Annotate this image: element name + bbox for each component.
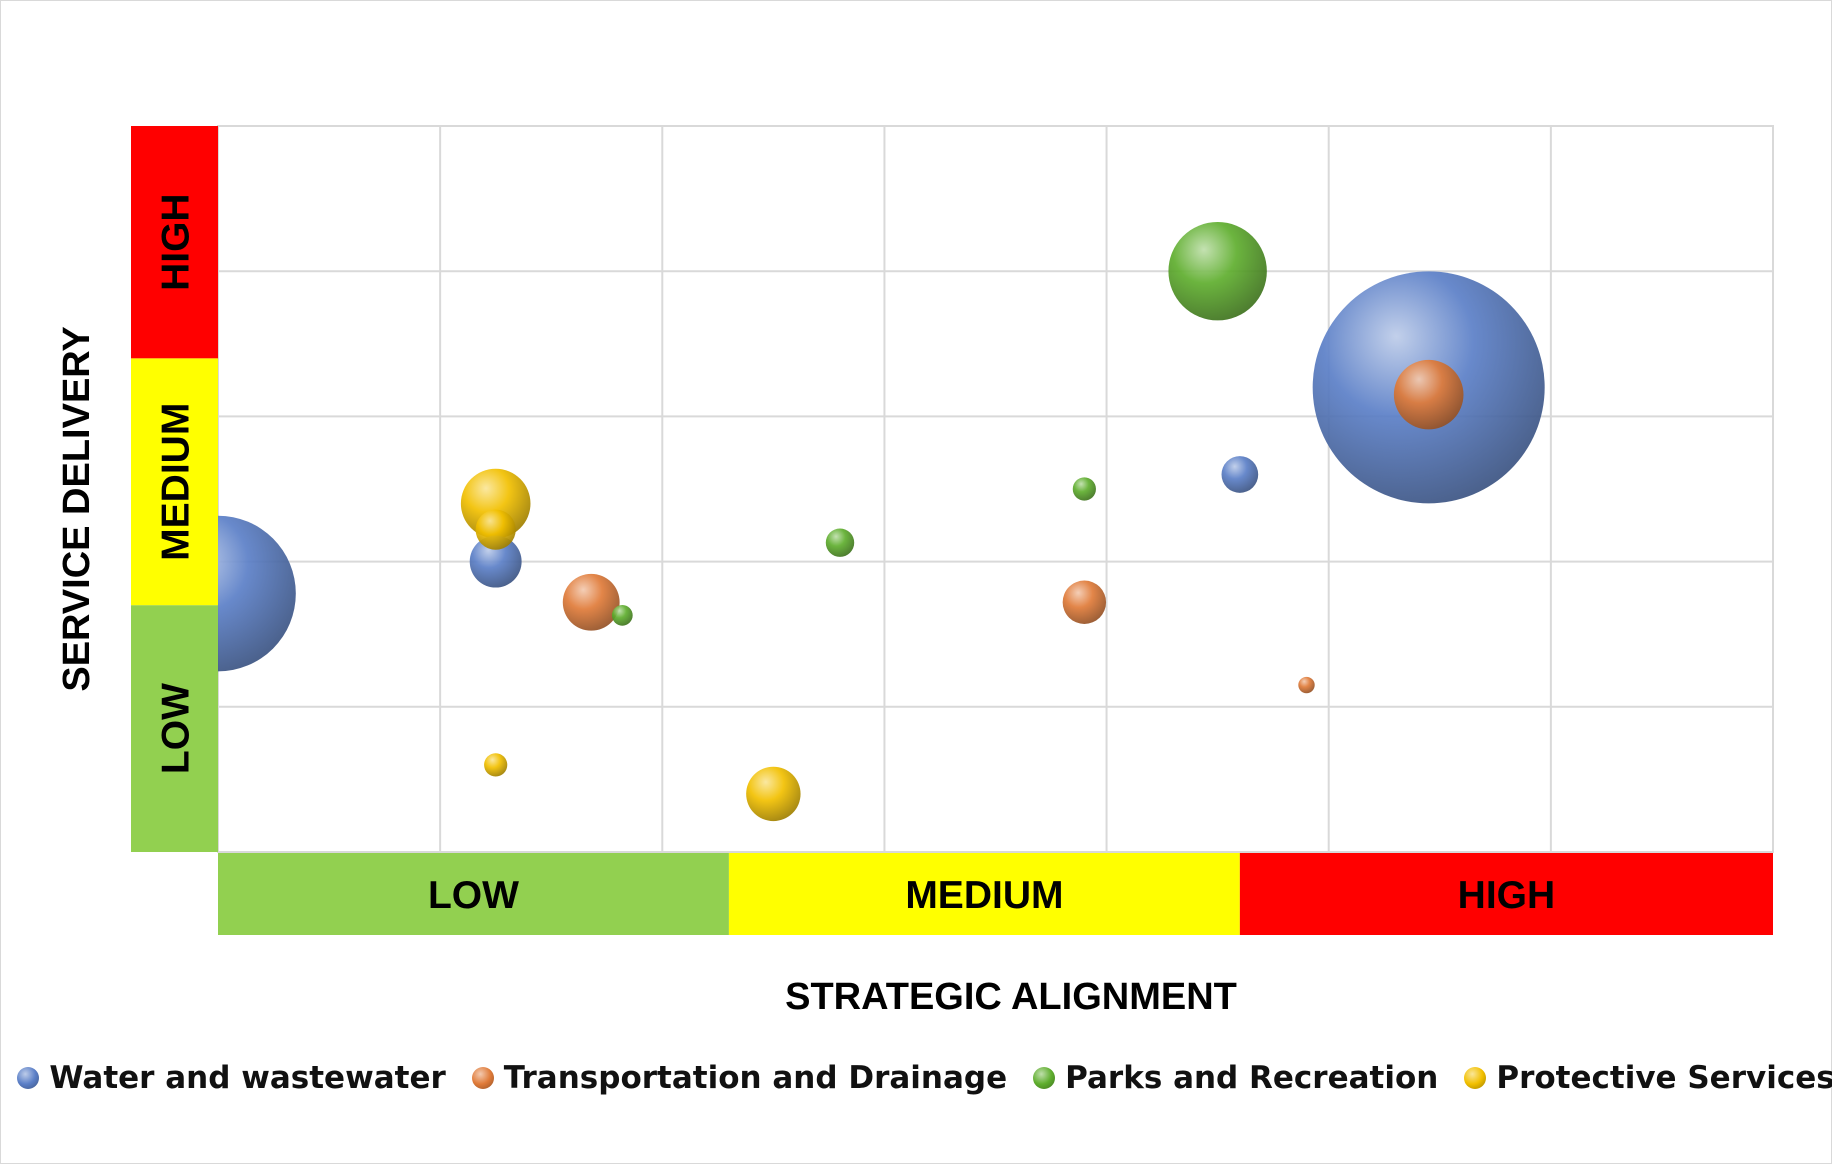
legend-item-protective-services: Protective Services (1464, 1060, 1832, 1096)
bubble-protective-services (746, 766, 801, 822)
legend-item-transportation-and-drainage: Transportation and Drainage (471, 1060, 1008, 1096)
y-band-label-medium: MEDIUM (155, 403, 198, 561)
legend-item-water-and-wastewater: Water and wastewater (17, 1060, 446, 1096)
bubble-transportation-and-drainage (1062, 580, 1107, 624)
legend-item-parks-and-recreation: Parks and Recreation (1033, 1060, 1438, 1096)
bubble-transportation-and-drainage (1393, 359, 1464, 430)
legend-marker-water-and-wastewater (17, 1067, 40, 1089)
bubble-transportation-and-drainage (562, 573, 620, 631)
legend-marker-protective-services (1464, 1067, 1487, 1089)
legend-label-parks-and-recreation: Parks and Recreation (1065, 1060, 1439, 1096)
y-band-label-low: LOW (155, 683, 198, 774)
bubble-parks-and-recreation (825, 528, 855, 557)
bubble-parks-and-recreation (611, 604, 633, 626)
legend-label-transportation-and-drainage: Transportation and Drainage (503, 1060, 1008, 1096)
category-bands: LOW MEDIUM HIGH LOW MEDIUM HIGH (131, 126, 1773, 935)
bubble-protective-services (484, 753, 508, 777)
y-axis-title: SERVICE DELIVERY (56, 326, 98, 691)
x-band-high (1239, 853, 1773, 935)
bubble-water-and-wastewater (469, 535, 522, 588)
grid (217, 125, 1774, 853)
x-band-label-high: HIGH (1458, 874, 1556, 917)
x-band-label-low: LOW (428, 874, 519, 917)
bubble-transportation-and-drainage (1298, 676, 1315, 694)
x-band-medium (728, 853, 1240, 935)
bubble-water-and-wastewater (1221, 456, 1259, 493)
bubble-water-and-wastewater (218, 515, 296, 672)
y-band-low (131, 605, 218, 852)
legend-label-water-and-wastewater: Water and wastewater (49, 1060, 446, 1096)
bubble-layer (218, 221, 1545, 822)
bubble-parks-and-recreation (1072, 477, 1096, 501)
x-band-label-medium: MEDIUM (905, 874, 1063, 917)
x-axis-title: STRATEGIC ALIGNMENT (785, 976, 1237, 1018)
bubble-protective-services (475, 509, 516, 550)
y-band-medium (131, 358, 218, 606)
legend-marker-transportation-and-drainage (471, 1067, 494, 1089)
x-band-low (218, 853, 729, 935)
bubble-parks-and-recreation (1168, 221, 1267, 321)
plot-area (217, 125, 1774, 853)
legend-label-protective-services: Protective Services (1496, 1060, 1832, 1096)
legend: Water and wastewater Transportation and D… (17, 1053, 1832, 1103)
y-band-high (131, 126, 218, 359)
legend-marker-parks-and-recreation (1033, 1067, 1056, 1089)
y-band-label-high: HIGH (155, 193, 198, 291)
